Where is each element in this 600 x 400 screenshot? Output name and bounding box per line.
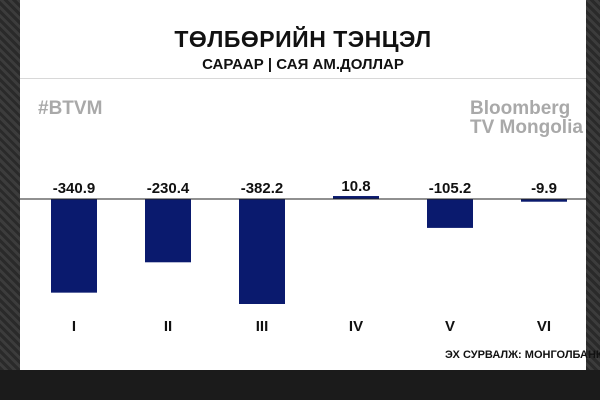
bar-VI bbox=[521, 199, 567, 202]
value-label-II: -230.4 bbox=[147, 180, 190, 197]
bar-I bbox=[51, 199, 97, 293]
bottom-band bbox=[0, 370, 600, 400]
logo-line-2: TV Mongolia bbox=[470, 117, 583, 138]
title-block: ТӨЛБӨРИЙН ТЭНЦЭЛ САРААР | САЯ АМ.ДОЛЛАР bbox=[20, 18, 586, 79]
value-labels-group: -340.9 -230.4 -382.2 10.8 -105.2 -9.9 bbox=[53, 178, 557, 197]
value-label-III: -382.2 bbox=[241, 180, 284, 197]
category-label-II: II bbox=[164, 318, 172, 335]
bloomberg-tv-mongolia-logo: Bloomberg TV Mongolia bbox=[470, 99, 583, 137]
category-label-V: V bbox=[445, 318, 455, 335]
value-label-IV: 10.8 bbox=[341, 178, 370, 195]
category-label-IV: IV bbox=[349, 318, 363, 335]
hashtag-watermark: #BTVM bbox=[38, 98, 103, 119]
value-label-VI: -9.9 bbox=[531, 180, 557, 197]
value-label-V: -105.2 bbox=[429, 180, 472, 197]
chart-panel bbox=[20, 0, 586, 370]
category-label-III: III bbox=[256, 318, 269, 335]
category-label-VI: VI bbox=[537, 318, 551, 335]
logo-line-1: Bloomberg bbox=[470, 98, 571, 119]
bar-II bbox=[145, 199, 191, 263]
bar-V bbox=[427, 199, 473, 228]
category-label-I: I bbox=[72, 318, 76, 335]
bars-group bbox=[51, 196, 567, 304]
left-frame bbox=[0, 0, 20, 370]
value-label-I: -340.9 bbox=[53, 180, 96, 197]
source-note: ЭХ СУРВАЛЖ: МОНГОЛБАНК bbox=[445, 349, 600, 361]
chart-title: ТӨЛБӨРИЙН ТЭНЦЭЛ bbox=[174, 26, 432, 52]
chart-subtitle: САРААР | САЯ АМ.ДОЛЛАР bbox=[202, 56, 404, 73]
bar-III bbox=[239, 199, 285, 304]
bar-IV bbox=[333, 196, 379, 199]
right-frame bbox=[586, 0, 600, 370]
category-labels-group: I II III IV V VI bbox=[72, 318, 551, 335]
